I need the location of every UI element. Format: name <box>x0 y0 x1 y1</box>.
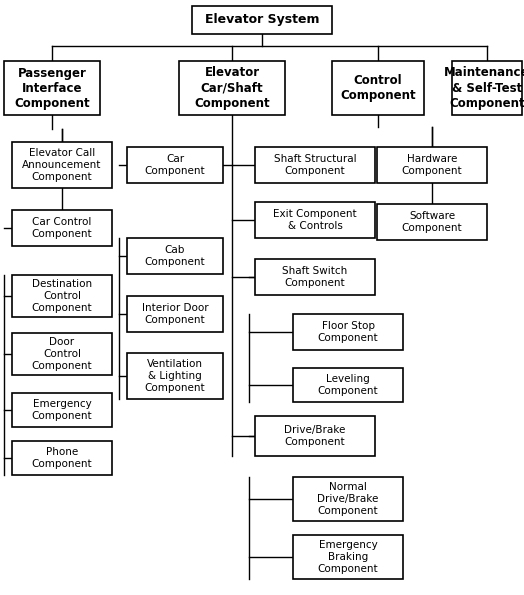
FancyBboxPatch shape <box>12 393 112 427</box>
Text: Hardware
Component: Hardware Component <box>402 154 462 176</box>
FancyBboxPatch shape <box>293 535 403 579</box>
FancyBboxPatch shape <box>4 61 100 115</box>
Text: Car Control
Component: Car Control Component <box>31 217 92 239</box>
FancyBboxPatch shape <box>452 61 522 115</box>
FancyBboxPatch shape <box>293 477 403 521</box>
Text: Phone
Component: Phone Component <box>31 447 92 469</box>
Text: Maintenance
& Self-Test
Component: Maintenance & Self-Test Component <box>444 67 524 109</box>
Text: Elevator System: Elevator System <box>205 14 319 27</box>
FancyBboxPatch shape <box>293 314 403 350</box>
Text: Elevator Call
Announcement
Component: Elevator Call Announcement Component <box>23 148 102 181</box>
Text: Elevator
Car/Shaft
Component: Elevator Car/Shaft Component <box>194 67 270 109</box>
FancyBboxPatch shape <box>127 238 223 274</box>
Text: Software
Component: Software Component <box>402 211 462 233</box>
Text: Car
Component: Car Component <box>145 154 205 176</box>
Text: Emergency
Component: Emergency Component <box>31 399 92 421</box>
Text: Shaft Switch
Component: Shaft Switch Component <box>282 266 347 288</box>
Text: Passenger
Interface
Component: Passenger Interface Component <box>14 67 90 109</box>
Text: Normal
Drive/Brake
Component: Normal Drive/Brake Component <box>318 483 379 516</box>
FancyBboxPatch shape <box>127 147 223 183</box>
Text: Control
Component: Control Component <box>340 74 416 102</box>
FancyBboxPatch shape <box>12 142 112 188</box>
Text: Cab
Component: Cab Component <box>145 245 205 267</box>
FancyBboxPatch shape <box>12 441 112 475</box>
FancyBboxPatch shape <box>255 202 375 238</box>
Text: Emergency
Braking
Component: Emergency Braking Component <box>318 540 378 574</box>
Text: Exit Component
& Controls: Exit Component & Controls <box>273 209 357 231</box>
Text: Interior Door
Component: Interior Door Component <box>141 303 209 325</box>
Text: Ventilation
& Lighting
Component: Ventilation & Lighting Component <box>145 359 205 393</box>
Text: Shaft Structural
Component: Shaft Structural Component <box>274 154 356 176</box>
Text: Drive/Brake
Component: Drive/Brake Component <box>285 425 346 447</box>
FancyBboxPatch shape <box>179 61 285 115</box>
Text: Leveling
Component: Leveling Component <box>318 374 378 396</box>
FancyBboxPatch shape <box>127 296 223 332</box>
FancyBboxPatch shape <box>127 353 223 399</box>
FancyBboxPatch shape <box>255 416 375 456</box>
FancyBboxPatch shape <box>192 6 332 34</box>
FancyBboxPatch shape <box>332 61 424 115</box>
FancyBboxPatch shape <box>377 147 487 183</box>
FancyBboxPatch shape <box>12 333 112 375</box>
FancyBboxPatch shape <box>12 275 112 317</box>
FancyBboxPatch shape <box>255 147 375 183</box>
Text: Destination
Control
Component: Destination Control Component <box>31 280 92 312</box>
FancyBboxPatch shape <box>293 368 403 402</box>
FancyBboxPatch shape <box>12 210 112 246</box>
FancyBboxPatch shape <box>255 259 375 295</box>
Text: Door
Control
Component: Door Control Component <box>31 337 92 371</box>
FancyBboxPatch shape <box>377 204 487 240</box>
Text: Floor Stop
Component: Floor Stop Component <box>318 321 378 343</box>
